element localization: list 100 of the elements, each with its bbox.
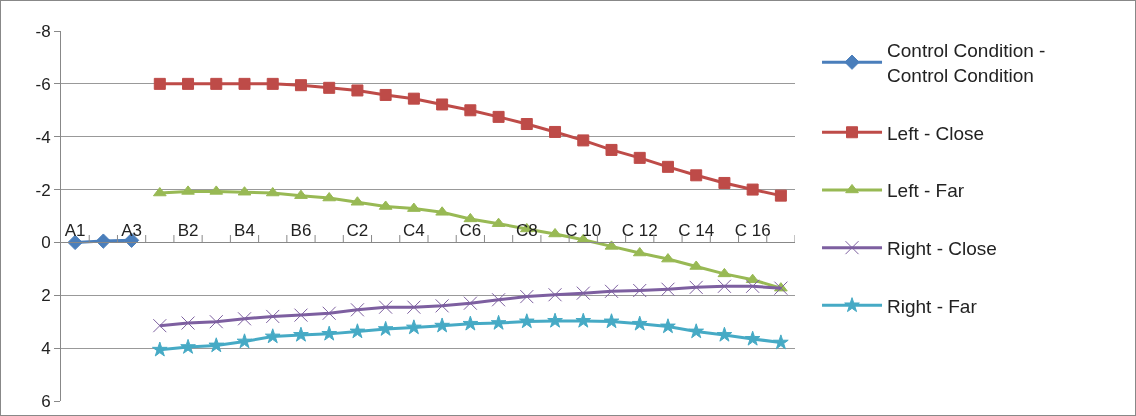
- legend-label: Right - Close: [887, 238, 997, 260]
- point: [182, 77, 195, 90]
- x-tick-label: C 14: [678, 220, 715, 240]
- y-tick-label: -6: [35, 74, 51, 94]
- point: [294, 189, 308, 199]
- legend-label: Control Condition - Control Condition: [887, 40, 1046, 86]
- point: [180, 338, 196, 354]
- x-tick-label: B2: [177, 220, 199, 240]
- point: [237, 311, 252, 326]
- legend-label: Right - Far: [887, 295, 978, 317]
- point: [181, 316, 196, 331]
- x-tick-label: C8: [515, 220, 538, 240]
- point: [492, 110, 505, 123]
- y-tick-label: -4: [35, 127, 51, 147]
- point: [661, 253, 675, 263]
- x-tick-label: A3: [121, 220, 142, 240]
- point: [603, 313, 620, 329]
- point: [349, 323, 366, 339]
- point: [322, 306, 337, 321]
- point: [577, 134, 590, 147]
- point: [604, 284, 619, 299]
- point: [490, 314, 507, 330]
- point: [773, 281, 788, 296]
- x-tick-label: C6: [459, 220, 482, 240]
- point: [434, 317, 450, 333]
- point: [378, 300, 393, 315]
- point: [632, 283, 647, 298]
- point: [464, 104, 477, 117]
- point: [547, 312, 563, 328]
- point: [351, 84, 364, 97]
- x-tick-label: A1: [64, 220, 86, 240]
- point: [633, 151, 646, 164]
- y-tick-label: 2: [41, 286, 51, 306]
- point: [518, 313, 535, 329]
- point: [265, 309, 280, 324]
- point: [716, 326, 733, 342]
- point: [210, 77, 223, 90]
- point: [321, 325, 338, 341]
- point: [377, 320, 394, 336]
- point: [463, 296, 478, 311]
- point: [266, 77, 279, 90]
- point: [238, 77, 251, 90]
- point: [151, 341, 168, 357]
- point: [744, 330, 761, 346]
- point: [181, 185, 195, 195]
- y-tick-label: 0: [41, 233, 51, 253]
- point: [690, 169, 703, 182]
- point: [294, 79, 307, 92]
- point: [209, 314, 224, 329]
- point: [407, 92, 420, 105]
- point: [746, 183, 759, 196]
- x-tick-label: C2: [346, 220, 369, 240]
- point: [463, 212, 478, 223]
- x-tick-label: C 10: [565, 220, 602, 240]
- x-tick-label: B4: [234, 220, 255, 240]
- x-tick-label: B6: [290, 220, 312, 240]
- legend-label: Left - Far: [887, 180, 965, 202]
- point: [661, 160, 674, 173]
- point: [576, 286, 591, 301]
- point: [773, 334, 789, 350]
- point: [293, 308, 308, 323]
- point: [549, 125, 562, 138]
- point: [379, 88, 392, 101]
- point: [236, 333, 253, 349]
- point: [774, 189, 787, 202]
- point: [688, 323, 705, 339]
- x-tick-label: C4: [403, 220, 425, 240]
- point: [718, 176, 731, 189]
- point: [575, 312, 592, 328]
- y-tick-label: 4: [41, 339, 51, 359]
- y-tick-label: -2: [35, 180, 51, 200]
- point: [717, 279, 732, 294]
- point: [660, 318, 676, 334]
- point: [491, 292, 506, 307]
- point: [436, 98, 449, 111]
- point: [264, 328, 281, 344]
- x-tick-label: C 12: [621, 220, 658, 240]
- point: [435, 206, 449, 216]
- point: [435, 298, 450, 313]
- point: [605, 143, 618, 156]
- y-tick-label: -8: [35, 21, 51, 41]
- point: [293, 326, 309, 342]
- point: [689, 280, 704, 295]
- point: [350, 302, 365, 317]
- point: [208, 337, 225, 353]
- point: [406, 300, 421, 315]
- x-tick-label: C 16: [734, 220, 771, 240]
- point: [407, 202, 421, 212]
- point: [520, 118, 533, 131]
- point: [462, 315, 479, 331]
- point: [153, 77, 166, 90]
- y-tick-label: 6: [41, 391, 51, 411]
- point: [406, 319, 422, 335]
- point: [717, 267, 732, 278]
- point: [745, 279, 760, 294]
- point: [519, 289, 534, 304]
- legend-label: Left - Close: [887, 122, 985, 144]
- point: [631, 315, 648, 331]
- point: [152, 318, 167, 333]
- point: [323, 81, 336, 94]
